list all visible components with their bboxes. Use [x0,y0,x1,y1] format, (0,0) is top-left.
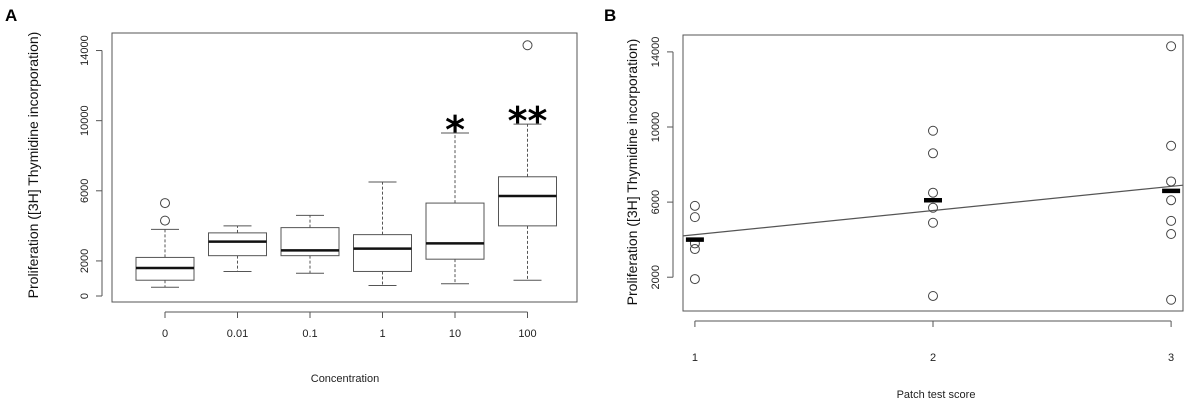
scatter-point [928,290,938,301]
significance-marker: ** [508,99,548,143]
scatter-point [1166,140,1177,151]
panel-b-y-axis-label: Proliferation ([3H] Thymidine incorporat… [624,39,640,306]
scatter-point [1166,41,1177,52]
panel-a-x-tick-label: 10 [449,328,461,340]
box-outlier [522,40,533,51]
panel-a-x-tick-label: 0.1 [302,328,317,340]
scatter-point [689,212,700,223]
box-body [498,176,557,227]
panel-a-y-tick-label: 0 [79,293,91,299]
panel-a-y-tick-label: 14000 [79,35,91,66]
panel-a-y-tick-label: 6000 [79,179,91,203]
panel-b-x-tick-label: 1 [692,352,698,364]
scatter-point [1166,195,1177,206]
panel-a-plot-frame [111,32,578,303]
panel-a-y-tick-label: 2000 [79,249,91,273]
significance-marker: * [445,108,465,152]
panel-a-x-tick-label: 1 [379,328,385,340]
box-outlier [160,215,170,226]
scatter-point [1166,294,1177,305]
scatter-point [1166,229,1177,240]
box-outlier [160,198,170,209]
panel-b-y-tick-label: 14000 [650,37,662,68]
panel-a-x-tick-label: 0 [162,328,168,340]
panel-a-x-tick-label: 100 [518,328,536,340]
panel-b-y-tick-label: 6000 [650,190,662,214]
panel-b-x-tick-label: 3 [1168,352,1174,364]
panel-a-y-axis-label: Proliferation ([3H] Thymidine incorporat… [25,32,41,299]
box-body [208,232,267,257]
scatter-point [928,202,938,213]
panel-b-label: B [604,6,616,25]
panel-b-plot-frame [682,34,1184,312]
panel-b-marks: 2000 6000 10000 14000 1 2 3 [650,37,1184,364]
scatter-point [689,244,700,255]
scatter-point [928,148,938,159]
scatter-point [1166,176,1177,187]
scatter-point [928,187,938,198]
scatter-point [689,200,700,211]
panel-a-label: A [5,6,17,25]
panel-a-y-tick-label: 10000 [79,105,91,136]
box-body [425,202,485,260]
scatter-point [1166,215,1177,226]
box-body [353,234,412,272]
scatter-point [928,217,938,228]
scatter-point [928,125,938,136]
scatter-point [689,274,700,285]
panel-a-x-axis-label: Concentration [311,373,380,385]
panel-b-y-tick-label: 2000 [650,265,662,289]
regression-line [682,184,1184,237]
panel-a-x-tick-label: 0.01 [227,328,248,340]
panel-b-x-axis-label: Patch test score [897,389,976,401]
panel-b-x-tick-label: 2 [930,352,936,364]
panel-b-y-tick-label: 10000 [650,112,662,143]
